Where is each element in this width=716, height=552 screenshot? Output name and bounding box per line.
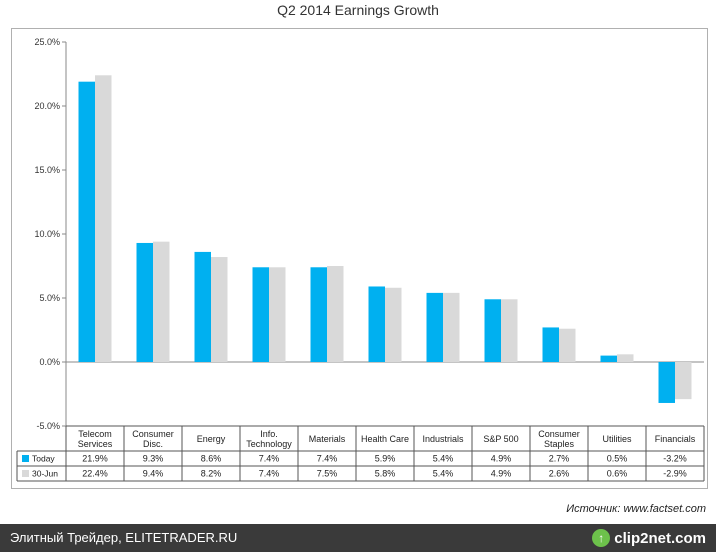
chart-svg: -5.0% 0.0% 5.0% 10.0% 15.0% 20.0% 25.0% Teleco… [16, 37, 705, 482]
bar-jun30 [269, 267, 286, 362]
bar-jun30 [559, 328, 576, 362]
y-tick-label: -5.0% [36, 421, 60, 431]
data-label: 5.9% [375, 454, 396, 464]
bar-today [310, 267, 327, 362]
bar-today [600, 355, 617, 362]
category-label: Info. [260, 429, 278, 439]
logo-text: clip2net.com [614, 529, 706, 547]
bar-jun30 [385, 287, 402, 362]
data-label: 22.4% [82, 469, 108, 479]
data-label: 5.8% [375, 469, 396, 479]
bar-today [484, 299, 501, 362]
data-label: 5.4% [433, 454, 454, 464]
upload-arrow-icon: ↑ [592, 529, 611, 547]
bar-jun30 [95, 75, 112, 362]
data-label: 2.7% [549, 454, 570, 464]
data-label: 9.4% [143, 469, 164, 479]
category-label: Consumer [538, 429, 580, 439]
data-label: 9.3% [143, 454, 164, 464]
y-tick-label: 0.0% [39, 357, 60, 367]
plot-frame [11, 28, 708, 489]
data-label: 0.6% [607, 469, 628, 479]
bar-jun30 [501, 299, 518, 362]
category-label: Telecom [78, 429, 112, 439]
bar-jun30 [153, 241, 170, 362]
bar-jun30 [327, 266, 344, 362]
data-label: 8.2% [201, 469, 222, 479]
data-label: 4.9% [491, 469, 512, 479]
category-label: Materials [309, 434, 346, 444]
category-label: Staples [544, 439, 575, 449]
data-label: -2.9% [663, 469, 687, 479]
category-label: Financials [655, 434, 696, 444]
category-label: Energy [197, 434, 226, 444]
data-label: 2.6% [549, 469, 570, 479]
bar-today [136, 242, 153, 362]
bar-today [252, 267, 269, 362]
legend-key-today [22, 455, 29, 462]
y-tick-label: 15.0% [34, 165, 60, 175]
bar-jun30 [211, 257, 228, 362]
category-label: Utilities [602, 434, 632, 444]
y-tick-label: 5.0% [39, 293, 60, 303]
data-label: 4.9% [491, 454, 512, 464]
footer-bar: Элитный Трейдер, ELITETRADER.RU ↑ clip2n… [0, 524, 716, 552]
footer-site-name[interactable]: Элитный Трейдер, ELITETRADER.RU [10, 530, 238, 545]
source-note: Источник: www.factset.com [566, 503, 706, 515]
clip2net-logo[interactable]: ↑ clip2net.com [592, 527, 706, 549]
axis-layer: -5.0% 0.0% 5.0% 10.0% 15.0% 20.0% 25.0% [34, 37, 704, 431]
y-tick-label: 10.0% [34, 229, 60, 239]
data-label: 21.9% [82, 454, 108, 464]
bar-jun30 [443, 292, 460, 362]
bar-jun30 [675, 362, 692, 400]
bar-jun30 [617, 354, 634, 362]
data-label: 7.4% [259, 454, 280, 464]
data-label: 8.6% [201, 454, 222, 464]
data-label: 5.4% [433, 469, 454, 479]
bars-layer [78, 75, 692, 403]
category-label: Industrials [422, 434, 464, 444]
y-tick-label: 25.0% [34, 37, 60, 47]
category-label: Disc. [143, 439, 163, 449]
category-label: Technology [246, 439, 292, 449]
data-label: -3.2% [663, 454, 687, 464]
bar-today [658, 362, 675, 403]
data-label: 7.5% [317, 469, 338, 479]
legend-key-jun30 [22, 470, 29, 477]
data-label: 0.5% [607, 454, 628, 464]
category-label: Consumer [132, 429, 174, 439]
bar-today [368, 286, 385, 362]
y-tick-label: 20.0% [34, 101, 60, 111]
legend-label: Today [32, 454, 55, 464]
chart-title: Q2 2014 Earnings Growth [277, 2, 439, 18]
bar-today [194, 251, 211, 362]
data-label: 7.4% [259, 469, 280, 479]
bar-today [78, 81, 95, 363]
bar-today [426, 292, 443, 362]
category-label: Services [78, 439, 113, 449]
category-label: S&P 500 [483, 434, 518, 444]
bar-today [542, 327, 559, 362]
legend-label: 30-Jun [32, 469, 58, 479]
data-label: 7.4% [317, 454, 338, 464]
category-label: Health Care [361, 434, 409, 444]
